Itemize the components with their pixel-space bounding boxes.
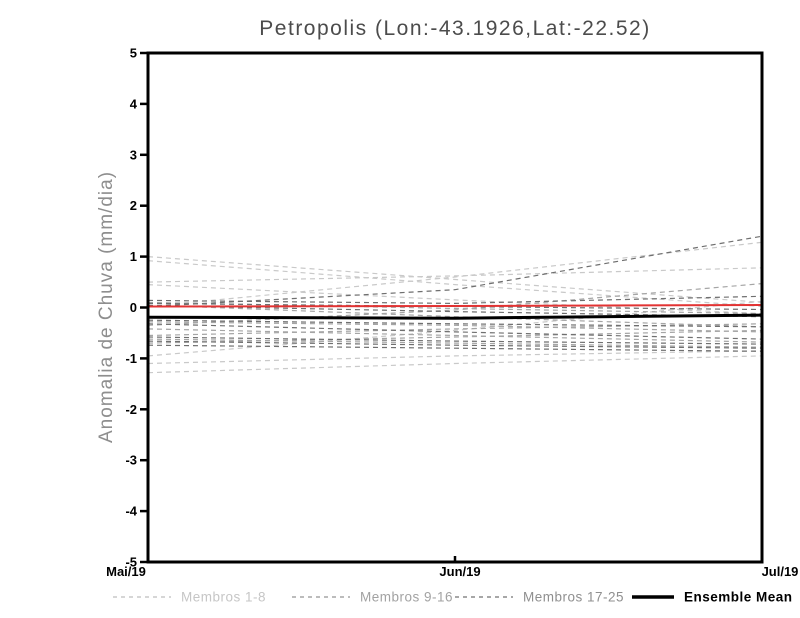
member-line-membro-6	[147, 300, 763, 357]
member-line-membro-4	[147, 284, 763, 315]
legend-label-2: Membros 17-25	[523, 590, 624, 605]
x-tick-label: Mai/19	[106, 564, 146, 579]
member-line-membro-14	[147, 323, 763, 337]
y-tick-label: -4	[125, 504, 137, 519]
x-tick-label: Jul/19	[762, 564, 799, 579]
member-line-membro-11	[147, 321, 763, 333]
y-tick-label: 5	[130, 46, 137, 61]
member-line-membro-25	[147, 344, 763, 352]
member-line-membro-23	[147, 336, 763, 345]
y-tick-label: -5	[125, 555, 137, 570]
legend-label-1: Membros 9-16	[360, 590, 453, 605]
member-line-membro-12	[147, 283, 763, 326]
legend-label-0: Membros 1-8	[181, 590, 266, 605]
member-line-membro-8	[147, 355, 763, 374]
y-tick-label: 0	[130, 300, 137, 315]
member-line-membro-7	[147, 350, 763, 365]
y-tick-label: 3	[130, 147, 137, 162]
member-line-membro-21	[147, 319, 763, 328]
ensemble-mean-line	[147, 313, 763, 320]
member-line-membro-18	[147, 295, 763, 305]
y-tick-label: -1	[125, 351, 137, 366]
member-line-membro-24	[147, 340, 763, 349]
y-tick-label: 1	[130, 249, 137, 264]
legend-label-3: Ensemble Mean	[684, 590, 793, 605]
member-line-membro-16	[147, 329, 763, 344]
member-line-membro-22	[147, 323, 763, 340]
member-line-membro-1	[147, 256, 763, 303]
member-line-membro-13	[147, 328, 763, 343]
member-line-membro-2	[147, 260, 763, 308]
red-reference-line	[147, 304, 763, 308]
member-line-membro-3	[147, 267, 763, 283]
member-line-membro-15	[147, 338, 763, 348]
chart-title: Petropolis (Lon:-43.1926,Lat:-22.52)	[259, 17, 651, 40]
y-tick-label: -2	[125, 402, 137, 417]
y-tick-label: 2	[130, 198, 137, 213]
x-tick-label: Jun/19	[439, 564, 480, 579]
y-tick-label: -3	[125, 453, 137, 468]
y-tick-label: 4	[130, 96, 138, 111]
member-line-membro-20	[147, 304, 763, 318]
